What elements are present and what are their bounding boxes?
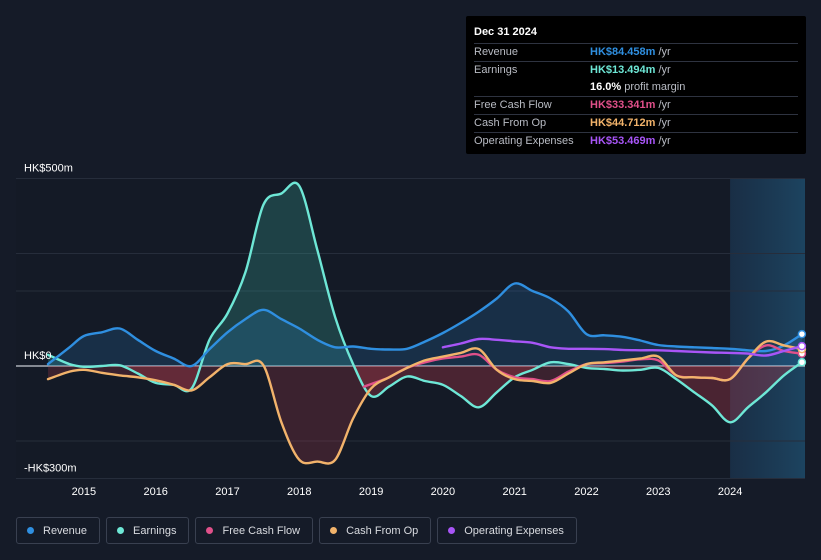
legend: Revenue Earnings Free Cash Flow Cash Fro… [16, 517, 577, 544]
legend-item-operating-expenses[interactable]: Operating Expenses [437, 517, 577, 544]
legend-item-cash-from-op[interactable]: Cash From Op [319, 517, 432, 544]
tooltip-value: HK$53.469m [590, 135, 656, 147]
tooltip-row-revenue: Revenue HK$84.458m /yr [474, 43, 798, 61]
tooltip-date: Dec 31 2024 [474, 26, 537, 38]
legend-label: Revenue [43, 524, 88, 537]
x-tick-label: 2022 [574, 486, 598, 498]
legend-dot-icon [448, 527, 456, 534]
revenue-line [46, 282, 804, 368]
series-endpoints [797, 329, 807, 367]
tooltip-row-opex: Operating Expenses HK$53.469m /yr [474, 132, 798, 150]
legend-label: Earnings [133, 524, 177, 537]
tooltip-label: Cash From Op [474, 117, 547, 129]
tooltip-value: HK$13.494m [590, 64, 656, 76]
tooltip-label: Earnings [474, 64, 518, 76]
x-tick-label: 2020 [431, 486, 455, 498]
earnings-endpoint [797, 358, 807, 367]
tooltip-label [474, 79, 590, 96]
legend-dot-icon [330, 527, 338, 534]
plot-background [16, 178, 805, 478]
tooltip-unit: /yr [658, 135, 671, 147]
cash-from-op-line [46, 339, 804, 465]
revenue-area [48, 283, 802, 366]
x-tick-label: 2023 [646, 486, 670, 498]
tooltip: Dec 31 2024 Revenue HK$84.458m /yr Earni… [466, 16, 806, 154]
forecast-region [730, 178, 805, 478]
tooltip-row-fcf: Free Cash Flow HK$33.341m /yr [474, 96, 798, 114]
legend-label: Free Cash Flow [222, 524, 301, 537]
legend-dot-icon [117, 527, 125, 534]
legend-dot-icon [206, 527, 214, 534]
y-axis: HK$500m HK$0 -HK$300m [24, 163, 77, 475]
tooltip-row-earnings: Earnings HK$13.494m /yr [474, 61, 798, 79]
x-tick-label: 2021 [502, 486, 526, 498]
y-tick-label: HK$500m [24, 163, 73, 175]
tooltip-row-margin: 16.0% profit margin [474, 79, 798, 96]
x-tick-label: 2017 [215, 486, 239, 498]
tooltip-row-cfo: Cash From Op HK$44.712m /yr [474, 114, 798, 132]
revenue-endpoint [797, 329, 807, 339]
operating-expenses-endpoint [797, 341, 807, 351]
x-axis: 2015 2016 2017 2018 2019 2020 2021 2022 2023 2024 [72, 486, 743, 498]
x-tick-label: 2019 [359, 486, 383, 498]
tooltip-value: HK$44.712m [590, 117, 656, 129]
earnings-area-positive [48, 182, 802, 366]
x-tick-label: 2015 [72, 486, 96, 498]
earnings-area-negative [48, 366, 802, 423]
tooltip-unit: /yr [658, 46, 671, 58]
tooltip-label: Free Cash Flow [474, 99, 552, 111]
tooltip-value: 16.0% [590, 81, 622, 93]
tooltip-value: HK$33.341m [590, 99, 656, 111]
tooltip-value: HK$84.458m [590, 46, 656, 58]
x-tick-label: 2016 [143, 486, 167, 498]
x-tick-label: 2018 [287, 486, 311, 498]
legend-item-revenue[interactable]: Revenue [16, 517, 101, 544]
tooltip-unit: /yr [658, 64, 671, 76]
tooltip-unit: /yr [658, 117, 671, 129]
legend-label: Cash From Op [346, 524, 419, 537]
tooltip-label: Revenue [474, 46, 519, 58]
y-tick-label: -HK$300m [24, 463, 77, 475]
x-tick-label: 2024 [718, 486, 742, 498]
legend-item-free-cash-flow[interactable]: Free Cash Flow [195, 517, 314, 544]
legend-label: Operating Expenses [464, 524, 564, 537]
series-lines [46, 181, 804, 465]
legend-item-earnings[interactable]: Earnings [106, 517, 190, 544]
tooltip-unit: /yr [658, 99, 671, 111]
legend-dot-icon [27, 527, 34, 534]
tooltip-label: Operating Expenses [474, 135, 574, 147]
operating-expenses-line [441, 337, 804, 357]
y-tick-label: HK$0 [24, 350, 52, 362]
tooltip-unit: profit margin [624, 81, 686, 93]
